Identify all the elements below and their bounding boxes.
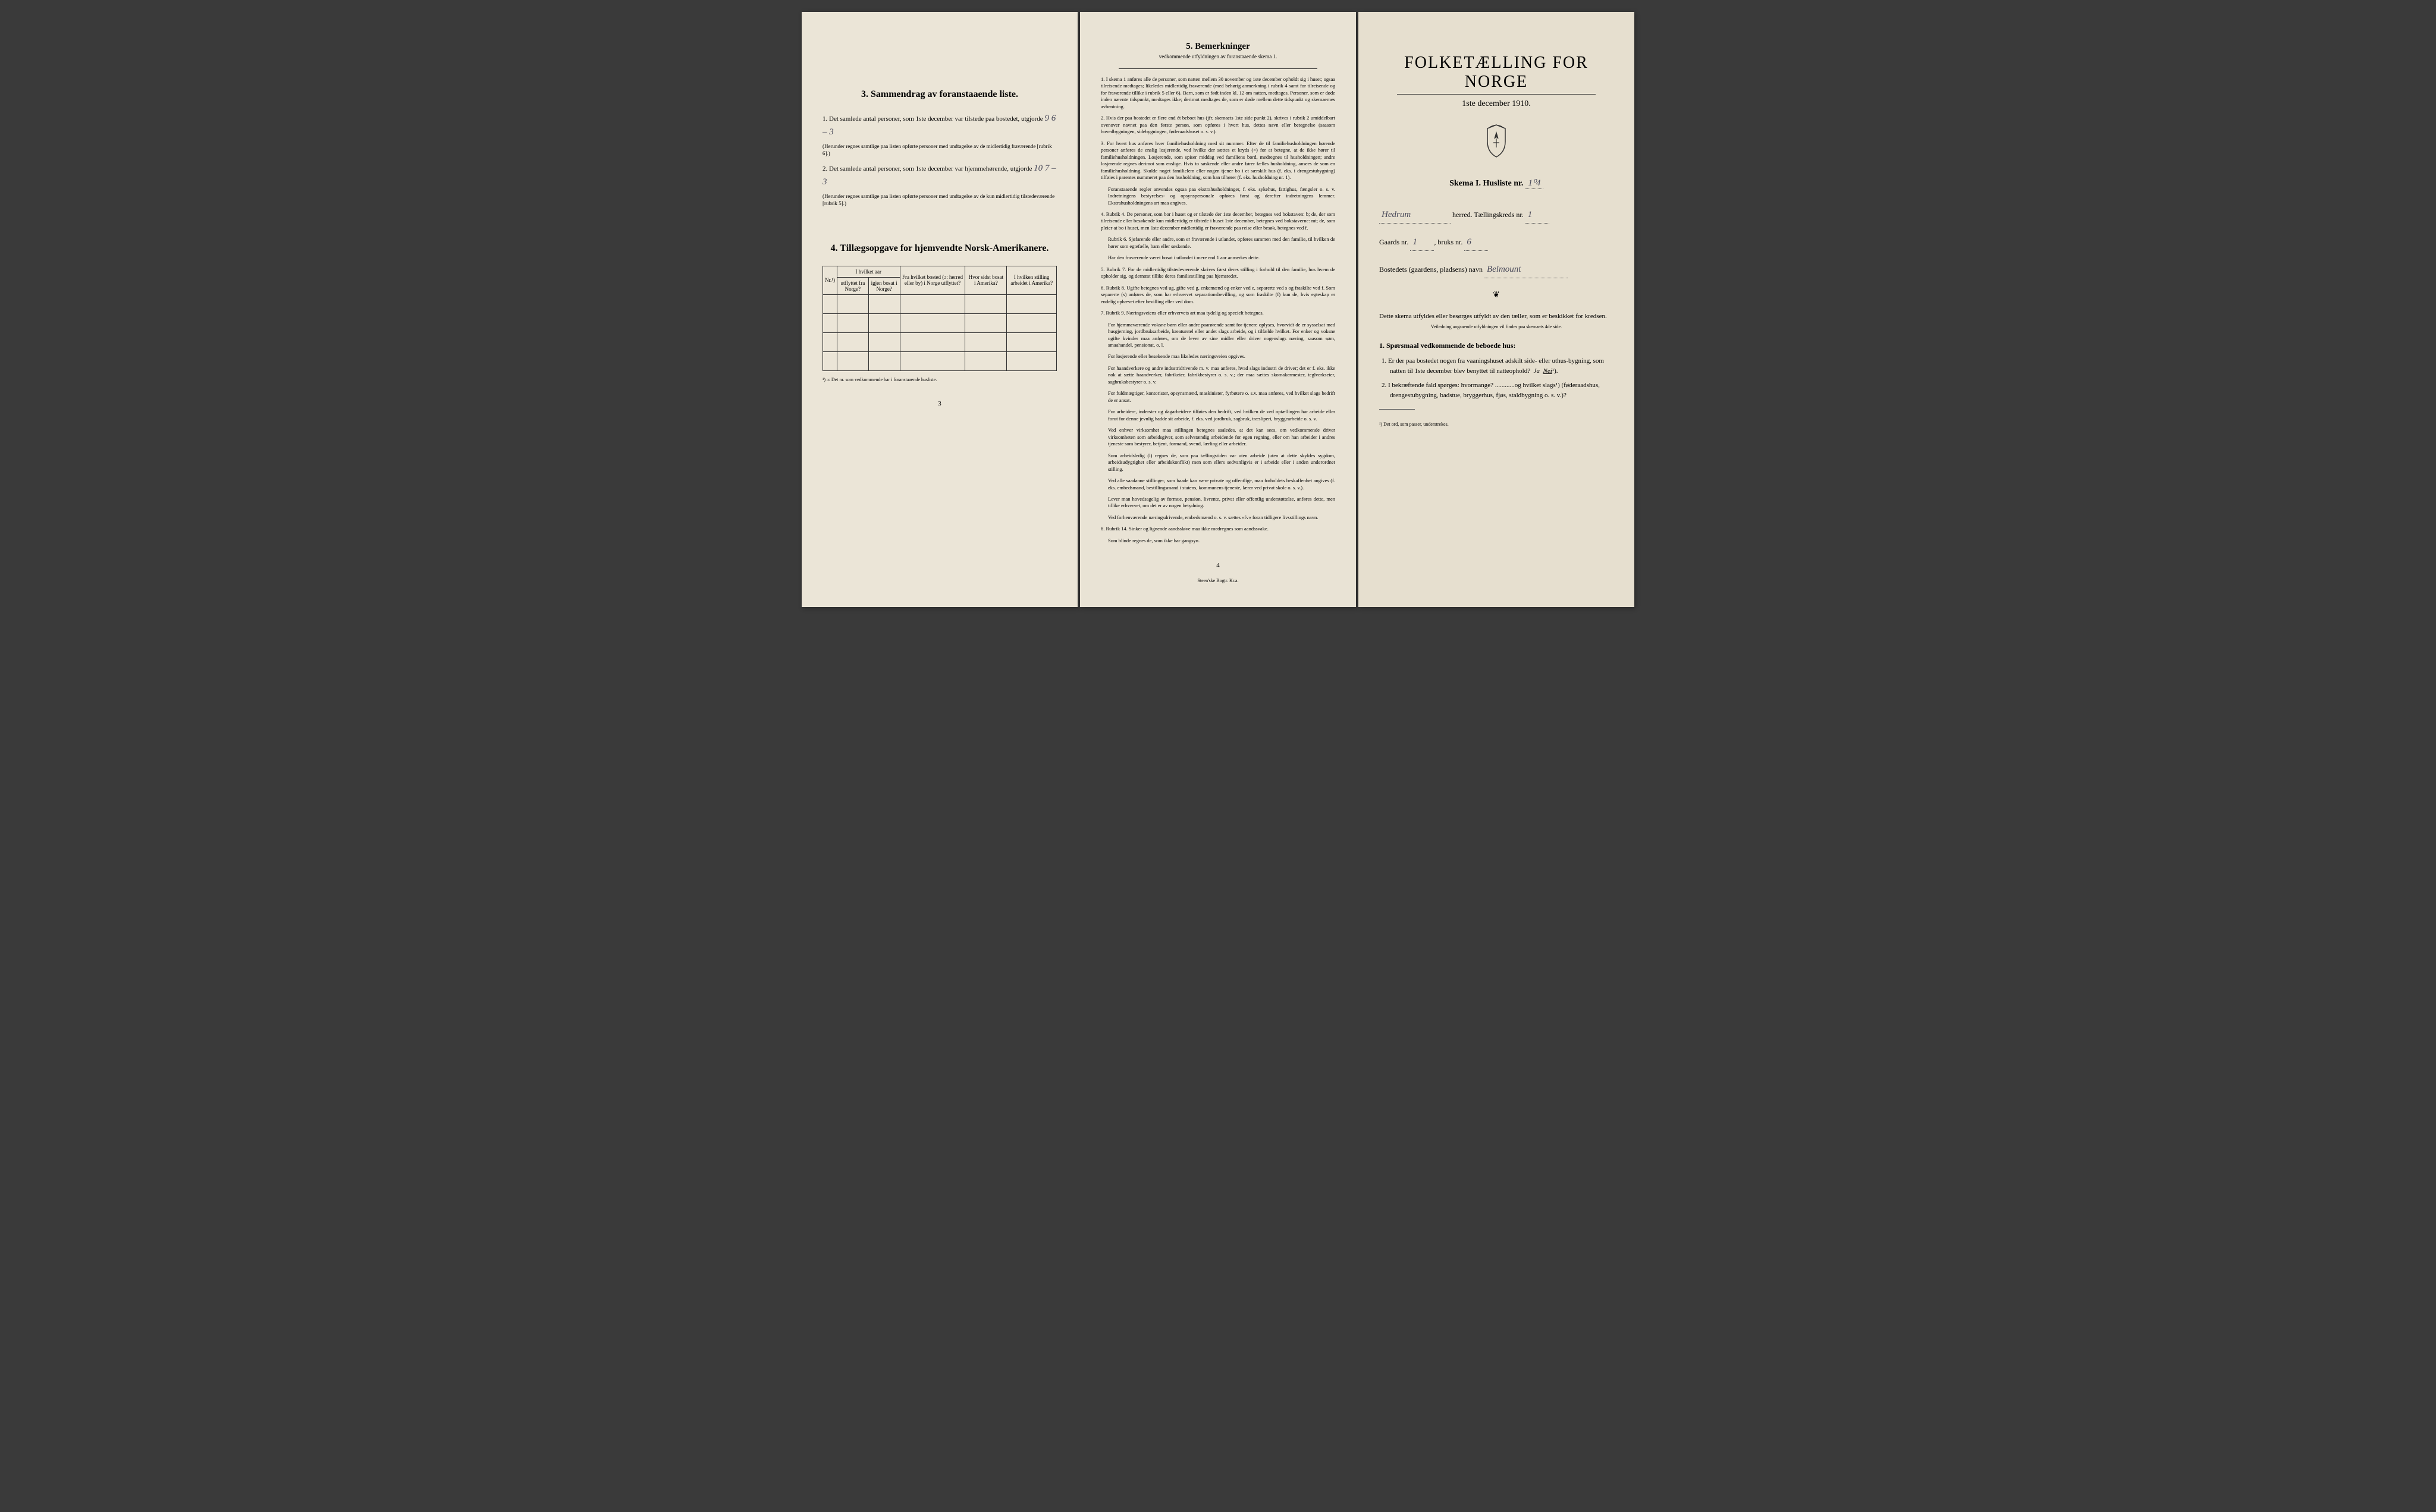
divider — [1119, 68, 1317, 69]
page-title-page: FOLKETÆLLING FOR NORGE 1ste december 191… — [1358, 12, 1634, 607]
page-4: 5. Bemerkninger vedkommende utfyldningen… — [1080, 12, 1356, 607]
census-title: FOLKETÆLLING FOR NORGE — [1379, 54, 1613, 92]
section-4-title: 4. Tillægsopgave for hjemvendte Norsk-Am… — [823, 243, 1057, 254]
page-number-4: 4 — [1101, 562, 1335, 569]
page-number-3: 3 — [823, 400, 1057, 407]
col-fra-bosted: Fra hvilket bosted (ɔ: herred eller by) … — [900, 266, 965, 294]
col-igjen: igjen bosat i Norge? — [868, 277, 900, 294]
filler-instruction: Dette skema utfyldes eller besørges utfy… — [1379, 312, 1613, 321]
question-heading: 1. Spørsmaal vedkommende de beboede hus: — [1379, 341, 1613, 350]
census-date: 1ste december 1910. — [1379, 99, 1613, 109]
bruks-label: bruks nr. — [1437, 238, 1462, 246]
question-2: 2. I bekræftende fald spørges: hvormange… — [1390, 381, 1613, 400]
right-footnote: ¹) Det ord, som passer, understrekes. — [1379, 422, 1613, 427]
table-row — [823, 313, 1057, 332]
page-3: 3. Sammendrag av foranstaaende liste. 1.… — [802, 12, 1078, 607]
gaards-value: 1 — [1410, 234, 1434, 251]
remark-item: For arbeidere, inderster og dagarbeidere… — [1108, 408, 1335, 422]
herred-label: herred. Tællingskreds nr. — [1452, 210, 1524, 219]
title-rule — [1397, 94, 1596, 95]
remark-item: Rubrik 6. Sjøfarende eller andre, som er… — [1108, 236, 1335, 250]
remark-item: 5. Rubrik 7. For de midlertidig tilstede… — [1101, 266, 1335, 280]
remark-item: For fuldmægtiger, kontorister, opsynsmæn… — [1108, 390, 1335, 404]
remark-item: Har den fraværende været bosat i utlande… — [1108, 254, 1335, 261]
remark-item: Ved forhenværende næringsdrivende, embed… — [1108, 514, 1335, 521]
document-triptych: 3. Sammendrag av foranstaaende liste. 1.… — [802, 12, 1634, 607]
footnote-rule — [1379, 409, 1415, 410]
section-3-title: 3. Sammendrag av foranstaaende liste. — [823, 89, 1057, 100]
bosted-line: Bostedets (gaardens, pladsens) navn Belm… — [1379, 262, 1613, 278]
col-stilling: I hvilken stilling arbeidet i Amerika? — [1007, 266, 1057, 294]
gaards-label: Gaards nr. — [1379, 238, 1408, 246]
herred-value: Hedrum — [1379, 207, 1451, 224]
remark-item: For losjerende eller besøkende maa likel… — [1108, 353, 1335, 360]
remark-item: Lever man hovedsagelig av formue, pensio… — [1108, 496, 1335, 510]
bruks-value: 6 — [1464, 234, 1488, 251]
q1-ja: Ja — [1534, 367, 1540, 375]
line1-note: (Herunder regnes samtlige paa listen opf… — [823, 143, 1057, 157]
q1-nei: Nei — [1543, 367, 1552, 375]
summary-line-2: 2. Det samlede antal personer, som 1ste … — [823, 162, 1057, 188]
table-row — [823, 294, 1057, 313]
col-aar-group: I hvilket aar — [837, 266, 900, 277]
remark-item: 4. Rubrik 4. De personer, som bor i huse… — [1101, 211, 1335, 231]
table-row — [823, 332, 1057, 351]
table-row — [823, 351, 1057, 370]
summary-line-1: 1. Det samlede antal personer, som 1ste … — [823, 112, 1057, 139]
col-nr: Nr.¹) — [823, 266, 837, 294]
remark-item: 1. I skema 1 anføres alle de personer, s… — [1101, 76, 1335, 110]
bosted-label: Bostedets (gaardens, pladsens) navn — [1379, 265, 1483, 274]
q1-sup: ¹). — [1552, 367, 1558, 375]
line2-note: (Herunder regnes samtlige paa listen opf… — [823, 193, 1057, 207]
printer-credit: Steen'ske Bogtr. Kr.a. — [1101, 578, 1335, 583]
remark-item: 3. For hvert hus anføres hver familiehus… — [1101, 140, 1335, 181]
remark-item: For haandverkere og andre industridriven… — [1108, 365, 1335, 385]
remark-item: 2. Hvis der paa bostedet er flere end ét… — [1101, 115, 1335, 135]
remark-item: 6. Rubrik 8. Ugifte betegnes ved ug, gif… — [1101, 285, 1335, 305]
remark-item: For hjemmeværende voksne børn eller andr… — [1108, 322, 1335, 349]
skema-line: Skema I. Husliste nr. 1⁰4 — [1379, 177, 1613, 189]
norway-crest-icon — [1379, 124, 1613, 162]
remark-item: Foranstaaende regler anvendes ogsaa paa … — [1108, 186, 1335, 206]
skema-label: Skema I. Husliste nr. — [1449, 179, 1523, 188]
remark-item: Ved alle saadanne stillinger, som baade … — [1108, 477, 1335, 491]
line2-text: 2. Det samlede antal personer, som 1ste … — [823, 165, 1032, 172]
remark-item: Ved enhver virksomhet maa stillingen bet… — [1108, 427, 1335, 447]
col-hvor-sidst: Hvor sidst bosat i Amerika? — [965, 266, 1007, 294]
kreds-value: 1 — [1525, 207, 1549, 224]
ornament-icon: ❦ — [1379, 290, 1613, 300]
remark-item: Som blinde regnes de, som ikke har gangs… — [1108, 537, 1335, 544]
husliste-nr: 1⁰4 — [1525, 177, 1543, 189]
herred-line: Hedrum herred. Tællingskreds nr. 1 — [1379, 207, 1613, 224]
remark-item: 8. Rubrik 14. Sinker og lignende aandssl… — [1101, 526, 1335, 532]
line1-text: 1. Det samlede antal personer, som 1ste … — [823, 115, 1043, 122]
remark-item: Som arbeidsledig (l) regnes de, som paa … — [1108, 452, 1335, 473]
section-5-title: 5. Bemerkninger — [1101, 42, 1335, 52]
question-1: 1. Er der paa bostedet nogen fra vaaning… — [1390, 356, 1613, 376]
bosted-value: Belmount — [1484, 262, 1568, 278]
remarks-list: 1. I skema 1 anføres alle de personer, s… — [1101, 76, 1335, 544]
table-footnote: ¹) ɔ: Det nr. som vedkommende har i fora… — [823, 377, 1057, 382]
remark-item: 7. Rubrik 9. Næringsveiens eller erhverv… — [1101, 310, 1335, 316]
gaards-line: Gaards nr. 1, bruks nr. 6 — [1379, 234, 1613, 251]
guidance-note: Veiledning angaaende utfyldningen vil fi… — [1379, 324, 1613, 329]
col-utflyttet: utflyttet fra Norge? — [837, 277, 868, 294]
norsk-amerikanere-table: Nr.¹) I hvilket aar Fra hvilket bosted (… — [823, 266, 1057, 371]
q1-text: 1. Er der paa bostedet nogen fra vaaning… — [1382, 357, 1604, 375]
section-5-subtitle: vedkommende utfyldningen av foranstaaend… — [1101, 54, 1335, 59]
